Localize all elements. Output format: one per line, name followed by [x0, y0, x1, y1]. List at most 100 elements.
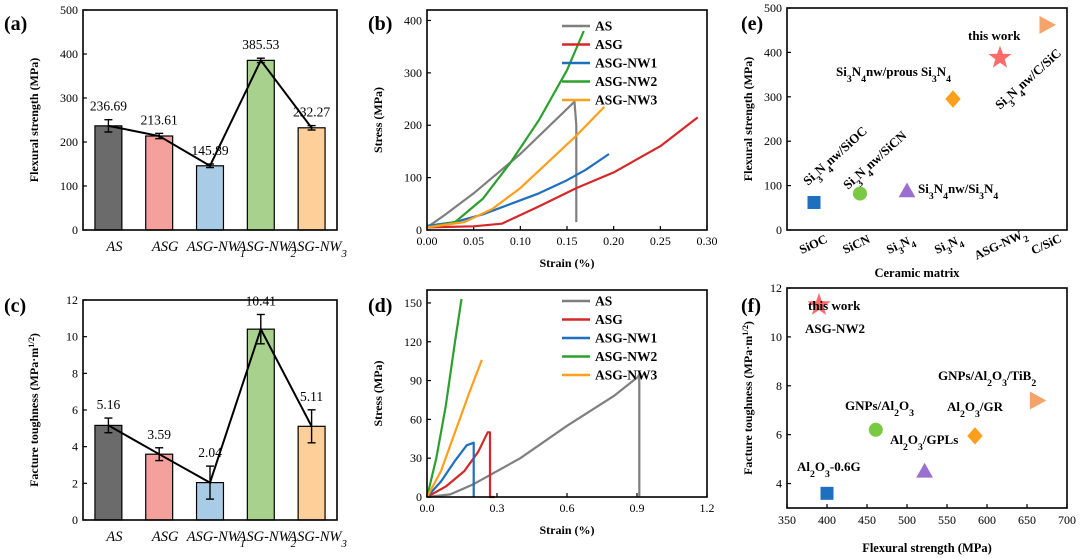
text-span: GNPs/Al: [938, 368, 988, 383]
y-axis-label: Facture toughness (MPa·m1/2): [741, 321, 756, 475]
x-axis-label: Strain (%): [540, 523, 595, 537]
text-span: 3: [825, 469, 830, 480]
panel-label: (d): [368, 295, 392, 317]
y-tick-label: 400: [60, 47, 78, 61]
bar: [195, 165, 225, 231]
panel-label: (b): [368, 13, 392, 35]
text-span: 2: [987, 378, 992, 389]
x-tick-label-sub: 3: [340, 248, 347, 260]
x-tick-label-text: ASG-NW: [287, 239, 343, 255]
text-span: 0.6: [834, 459, 851, 474]
x-tick-label: 0.30: [697, 234, 718, 248]
x-tick-label: C/SiC: [1029, 231, 1064, 257]
y-tick-label: 4: [776, 477, 782, 491]
x-tick-label: 600: [978, 513, 996, 527]
text-span: 3: [814, 174, 825, 186]
x-tick-label: 0.9: [630, 501, 645, 515]
bar: [297, 127, 326, 231]
x-tick-label: 0.3: [490, 501, 505, 515]
y-tick-label: 6: [72, 403, 78, 417]
marker-square: [820, 486, 834, 500]
y-tick-label: 200: [60, 135, 78, 149]
x-tick-label-text: ASG-NW: [186, 239, 242, 255]
panel-f: (f) 4 6 8 10 12 350 400 450 500 550 600 650 700 Flexur…: [741, 281, 1077, 555]
y-tick-label: 200: [404, 118, 422, 132]
x-tick-label: 0.0: [420, 501, 435, 515]
x-tick-label: 450: [858, 513, 876, 527]
y-tick-label: 500: [764, 1, 782, 15]
marker-diamond: [945, 90, 961, 108]
y-tick-label: 150: [404, 296, 422, 310]
x-tick-label-text: ASG-NW: [236, 239, 292, 255]
y-axis-label-sup: 1/2: [741, 325, 750, 336]
text-span: Al: [947, 399, 960, 414]
panel-b: (b) 0 100 200 300 400 0.00 0.05 0.10 0.15 0.20 0.25…: [368, 9, 718, 270]
x-axis-label: Flexural strength (MPa): [862, 541, 992, 555]
marker-circle: [853, 186, 867, 201]
x-tick-label-text: AS: [105, 529, 123, 545]
bar: [246, 328, 275, 521]
series-line-asg-nw2: [426, 30, 585, 229]
text-span: N: [937, 64, 947, 79]
series-line-asg: [426, 116, 699, 229]
plot-frame: [426, 289, 708, 498]
text-span: G: [850, 459, 860, 474]
x-tick-label: ASG: [151, 239, 179, 255]
text-span: N: [984, 181, 994, 196]
x-tick-label: Si3N4: [884, 232, 918, 262]
text-span: 4: [1017, 88, 1028, 100]
plot-frame: [82, 299, 338, 521]
bar: [94, 125, 123, 231]
x-tick-label-text: ASG-NW: [287, 529, 343, 545]
y-axis-label-text: Facture toughness (MPa·m: [741, 336, 755, 475]
marker-triangle-right: [1029, 391, 1047, 410]
connecting-line: [108, 58, 313, 168]
x-tick-label: 350: [778, 513, 796, 527]
x-axis-label: Ceramic matrix: [874, 266, 960, 280]
x-tick-label: 400: [818, 513, 836, 527]
text-span: nw/C/SiC: [1014, 45, 1064, 92]
y-tick-label: 300: [764, 90, 782, 104]
x-tick-label: 0.20: [603, 234, 624, 248]
x-tick-label: 1.2: [700, 501, 715, 515]
legend-entry: ASG-NW2: [595, 349, 658, 364]
annotation: Si3N4nw/Si3N4: [918, 181, 998, 202]
y-tick-label: 2: [72, 476, 78, 490]
data-label: 5.16: [97, 397, 121, 412]
y-tick-label: 300: [404, 66, 422, 80]
plot-frame: [786, 7, 1068, 231]
x-tick-label-part: 3: [898, 246, 907, 257]
x-tick-label: 0.15: [557, 234, 578, 248]
legend-entry: ASG: [595, 37, 623, 52]
annotation: ASG-NW2: [805, 321, 865, 336]
y-tick-label: 10: [770, 330, 782, 344]
x-tick-label-text: AS: [105, 239, 123, 255]
marker-triangle-up: [898, 182, 916, 198]
connecting-line: [107, 326, 313, 485]
data-label: 3.59: [147, 427, 171, 442]
text-span: nw/prous Si: [866, 64, 932, 79]
x-tick-label: 0.05: [463, 234, 484, 248]
text-span: N: [934, 181, 944, 196]
panel-label: (e): [741, 13, 763, 35]
panel-label: (c): [4, 295, 26, 317]
x-tick-label: ASG-NW1: [186, 529, 246, 550]
y-axis-label-sup: 1/2: [27, 337, 36, 348]
x-tick-label: ASG-NW1: [186, 239, 246, 260]
x-tick-label: 500: [898, 513, 916, 527]
y-tick-label: 10: [66, 330, 78, 344]
x-tick-label: SiCN: [840, 232, 872, 257]
text-span: 4: [865, 168, 876, 180]
text-span: 2: [894, 408, 899, 419]
legend-entry: ASG-NW3: [595, 368, 658, 383]
text-span: O: [908, 432, 918, 447]
series-line-asg-nw3: [426, 359, 483, 498]
x-tick-label-part: 4: [910, 240, 919, 251]
text-span: 2: [1031, 378, 1036, 389]
text-span: 4: [946, 74, 951, 85]
y-tick-label: 60: [410, 412, 422, 426]
text-span: 4: [861, 74, 866, 85]
x-tick-label: 0.10: [510, 234, 531, 248]
text-span: 2: [960, 409, 965, 420]
x-tick-label-part: 3: [946, 246, 955, 257]
